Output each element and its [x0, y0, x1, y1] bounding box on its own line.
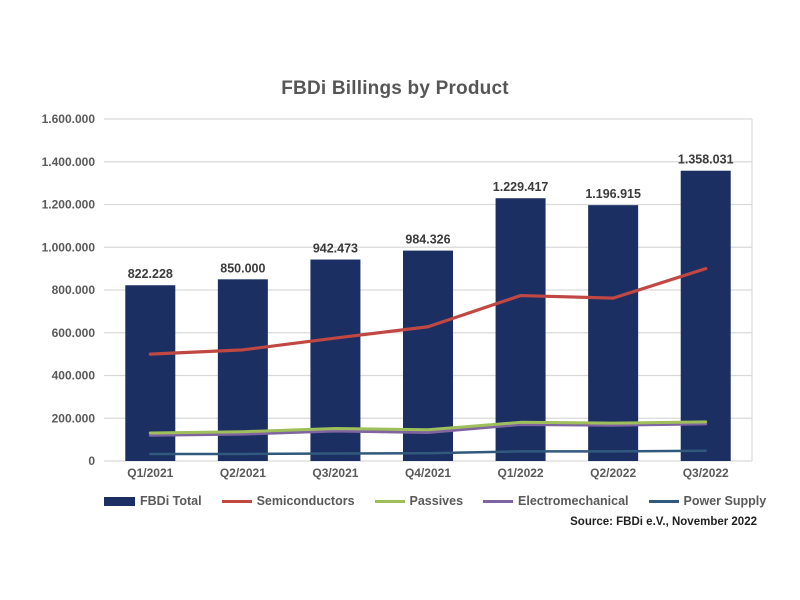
x-axis-tick-label: Q3/2021 — [312, 466, 358, 480]
legend-item-passives: Passives — [374, 494, 464, 508]
y-axis-tick-label: 400.000 — [52, 369, 96, 383]
y-axis-tick-label: 800.000 — [52, 283, 96, 297]
y-axis-tick-label: 600.000 — [52, 326, 96, 340]
bar-value-label: 942.473 — [313, 242, 358, 256]
y-axis-tick-label: 1.600.000 — [42, 112, 96, 126]
bar-value-label: 1.196.915 — [585, 187, 641, 201]
legend-label: Passives — [409, 494, 464, 508]
legend-label: FBDi Total — [140, 494, 202, 508]
chart-title: FBDi Billings by Product — [281, 78, 509, 99]
bar-fbdi-total — [680, 170, 731, 461]
legend-line-swatch-4 — [648, 499, 679, 503]
bar-fbdi-total — [403, 250, 453, 461]
y-axis-tick-label: 200.000 — [52, 411, 96, 425]
legend-item-semiconductors: Semiconductors — [221, 494, 355, 508]
legend-bar-swatch-0 — [104, 496, 135, 506]
legend-label: Electromechanical — [518, 494, 629, 508]
x-axis-tick-label: Q1/2021 — [127, 466, 173, 480]
line-power-supply — [149, 449, 707, 456]
x-axis-tick-label: Q3/2022 — [683, 466, 729, 480]
bar-value-label: 984.326 — [405, 233, 450, 247]
x-axis-tick-label: Q1/2022 — [498, 466, 544, 480]
legend-item-fbdi-total: FBDi Total — [104, 494, 202, 508]
x-axis-tick-label: Q2/2022 — [590, 466, 636, 480]
y-axis-tick-label: 1.000.000 — [42, 240, 96, 254]
line-electromechanical — [148, 422, 708, 437]
legend-item-electromechanical: Electromechanical — [483, 494, 629, 508]
legend-label: Semiconductors — [256, 494, 355, 508]
legend-label: Power Supply — [683, 494, 767, 508]
legend-item-power-supply: Power Supply — [648, 494, 767, 508]
bar-fbdi-total — [495, 198, 546, 462]
chart-legend: FBDi Total Semiconductors Passives Electrom… — [104, 494, 766, 508]
x-axis-tick-label: Q2/2021 — [220, 466, 266, 480]
legend-line-swatch-1 — [221, 499, 252, 503]
line-semiconductors — [148, 267, 708, 356]
legend-line-swatch-3 — [483, 499, 514, 503]
bar-value-label: 822.228 — [128, 267, 173, 281]
legend-line-swatch-2 — [374, 499, 405, 503]
y-axis-tick-label: 1.400.000 — [42, 155, 96, 169]
bar-value-label: 1.229.417 — [493, 180, 549, 194]
y-axis-tick-label: 1.200.000 — [42, 198, 96, 212]
bar-fbdi-total — [588, 205, 639, 461]
x-axis-tick-label: Q4/2021 — [405, 466, 451, 480]
bar-value-label: 1.358.031 — [678, 153, 734, 167]
bar-value-label: 850.000 — [220, 261, 265, 275]
line-passives — [148, 420, 708, 435]
source-note: Source: FBDi e.V., November 2022 — [570, 516, 757, 528]
y-axis-tick-label: 0 — [88, 454, 95, 468]
